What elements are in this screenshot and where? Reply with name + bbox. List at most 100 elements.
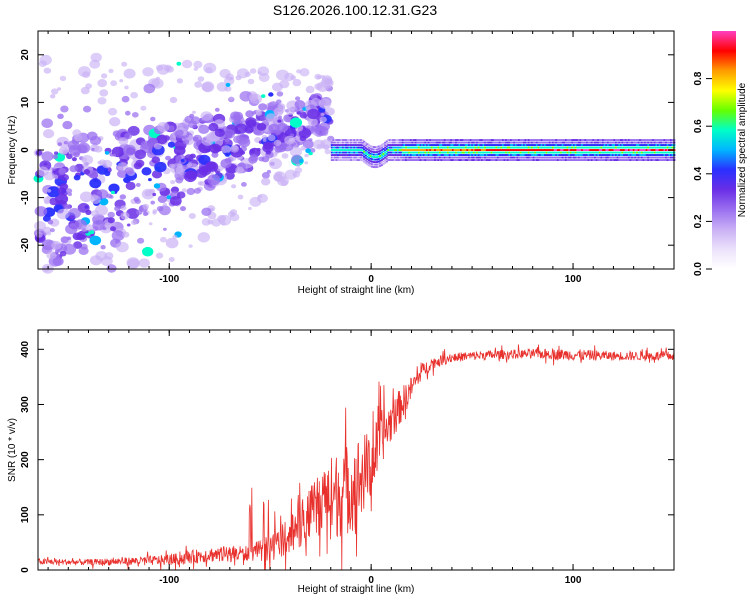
spectrogram-cell — [584, 144, 587, 146]
spectrogram-cell — [519, 154, 522, 156]
spectrogram-cell — [330, 146, 333, 149]
spectrogram-cell — [513, 141, 516, 144]
spectrogram-cell — [577, 154, 581, 156]
spectrogram-cell — [621, 154, 624, 156]
spectrogram-cell — [639, 149, 642, 151]
spectrogram-cell — [419, 146, 422, 149]
spectrogram-cell — [100, 73, 108, 79]
spectrogram-cell — [542, 154, 545, 156]
spectrogram-cell — [463, 149, 466, 151]
spectrogram-cell — [193, 60, 203, 69]
spectrogram-cell — [477, 156, 480, 159]
spectrogram-cell — [492, 159, 495, 161]
spectrogram-cell — [176, 191, 186, 199]
spectrogram-cell — [666, 144, 669, 146]
spectrogram-cell — [429, 156, 432, 159]
spectrogram-cell — [671, 144, 674, 146]
spectrogram-cell — [566, 159, 569, 161]
spectrogram-cell — [181, 188, 187, 193]
spectrogram-cell — [400, 156, 403, 159]
spectrogram-cell — [629, 139, 632, 141]
spectrogram-cell — [51, 240, 62, 250]
spectrogram-cell — [535, 154, 539, 156]
spectrogram-cell — [666, 156, 669, 159]
spectrogram-cell — [409, 159, 413, 161]
spectrogram-cell — [440, 146, 443, 149]
spectrogram-cell — [419, 156, 422, 159]
spectrogram-cell — [334, 154, 337, 156]
spectrogram-cell — [645, 141, 648, 144]
spectrogram-cell — [374, 156, 377, 159]
spectrogram-cell — [610, 146, 613, 149]
spectrogram-cell — [647, 139, 650, 141]
spectrogram-cell — [485, 146, 488, 149]
spectrogram-cell — [434, 146, 437, 149]
spectrogram-cell — [566, 151, 569, 154]
spectrogram-cell — [542, 144, 545, 146]
spectrogram-cell — [416, 149, 419, 151]
spectrogram-cell — [424, 146, 427, 149]
spectrogram-cell — [526, 141, 529, 144]
spectrogram-cell — [148, 222, 153, 226]
spectrogram-cell — [645, 144, 648, 146]
spectrogram-cell — [573, 141, 576, 144]
spectrogram-cell — [568, 159, 571, 161]
spectrogram-cell — [395, 159, 398, 161]
spectrogram-cell — [180, 206, 186, 212]
spectrogram-cell — [493, 141, 497, 144]
spectrogram-cell — [366, 155, 369, 158]
spectrogram-cell — [523, 154, 526, 156]
spectrogram-cell — [442, 159, 445, 161]
spectrogram-cell — [657, 139, 660, 141]
spectrogram-cell — [468, 159, 471, 161]
spectrogram-cell — [618, 141, 621, 144]
spectrogram-cell — [439, 151, 442, 154]
spectrogram-cell — [330, 144, 333, 146]
spectrogram-cell — [584, 154, 587, 156]
spectrogram-cell — [485, 159, 488, 161]
spectrogram-cell — [369, 145, 372, 148]
spectrogram-cell — [479, 156, 482, 159]
spectrogram-cell — [51, 88, 59, 95]
spectrogram-cell — [371, 145, 374, 148]
spectrogram-cell — [647, 156, 650, 159]
spectrogram-cell — [340, 144, 343, 146]
spectrogram-cell — [418, 146, 421, 149]
spectrogram-cell — [668, 141, 671, 144]
spectrogram-cell — [469, 156, 472, 159]
spectrogram-cell — [343, 144, 346, 146]
spectrogram-cell — [355, 159, 358, 161]
spectrogram-cell — [385, 148, 388, 150]
spectrogram-cell — [605, 144, 608, 146]
spectrogram-cell — [427, 159, 430, 161]
spectrogram-cell — [430, 141, 434, 144]
spectrogram-cell — [661, 146, 665, 149]
spectrogram-cell — [561, 156, 564, 159]
spectrogram-cell — [497, 159, 500, 161]
spectrogram-cell — [135, 159, 145, 168]
spectrogram-cell — [152, 192, 157, 197]
snr-frame — [37, 329, 675, 571]
spectrogram-cell — [505, 144, 508, 146]
spectrogram-cell — [493, 159, 497, 161]
spectrogram-cell — [647, 154, 650, 156]
spectrogram-cell — [607, 146, 610, 149]
spectrogram-cell — [611, 154, 614, 156]
spectrogram-cell — [435, 141, 438, 144]
spectrogram-cell — [523, 139, 526, 141]
spectrogram-cell — [401, 141, 404, 144]
spectrogram-cell — [634, 154, 637, 156]
spectrogram-cell — [571, 139, 574, 141]
spectrogram-cell — [647, 151, 650, 154]
spectrogram-cell — [408, 149, 411, 151]
spectrogram-cell — [439, 159, 442, 161]
spectrogram-cell — [524, 154, 527, 156]
spectrogram-cell — [376, 146, 379, 148]
spectrogram-cell — [209, 143, 221, 154]
spectrogram-cell — [395, 141, 398, 144]
spectrogram-cell — [608, 141, 611, 144]
spectrogram-cell — [563, 139, 566, 141]
spectrogram-cell — [487, 156, 490, 159]
spectrogram-cell — [121, 61, 128, 67]
